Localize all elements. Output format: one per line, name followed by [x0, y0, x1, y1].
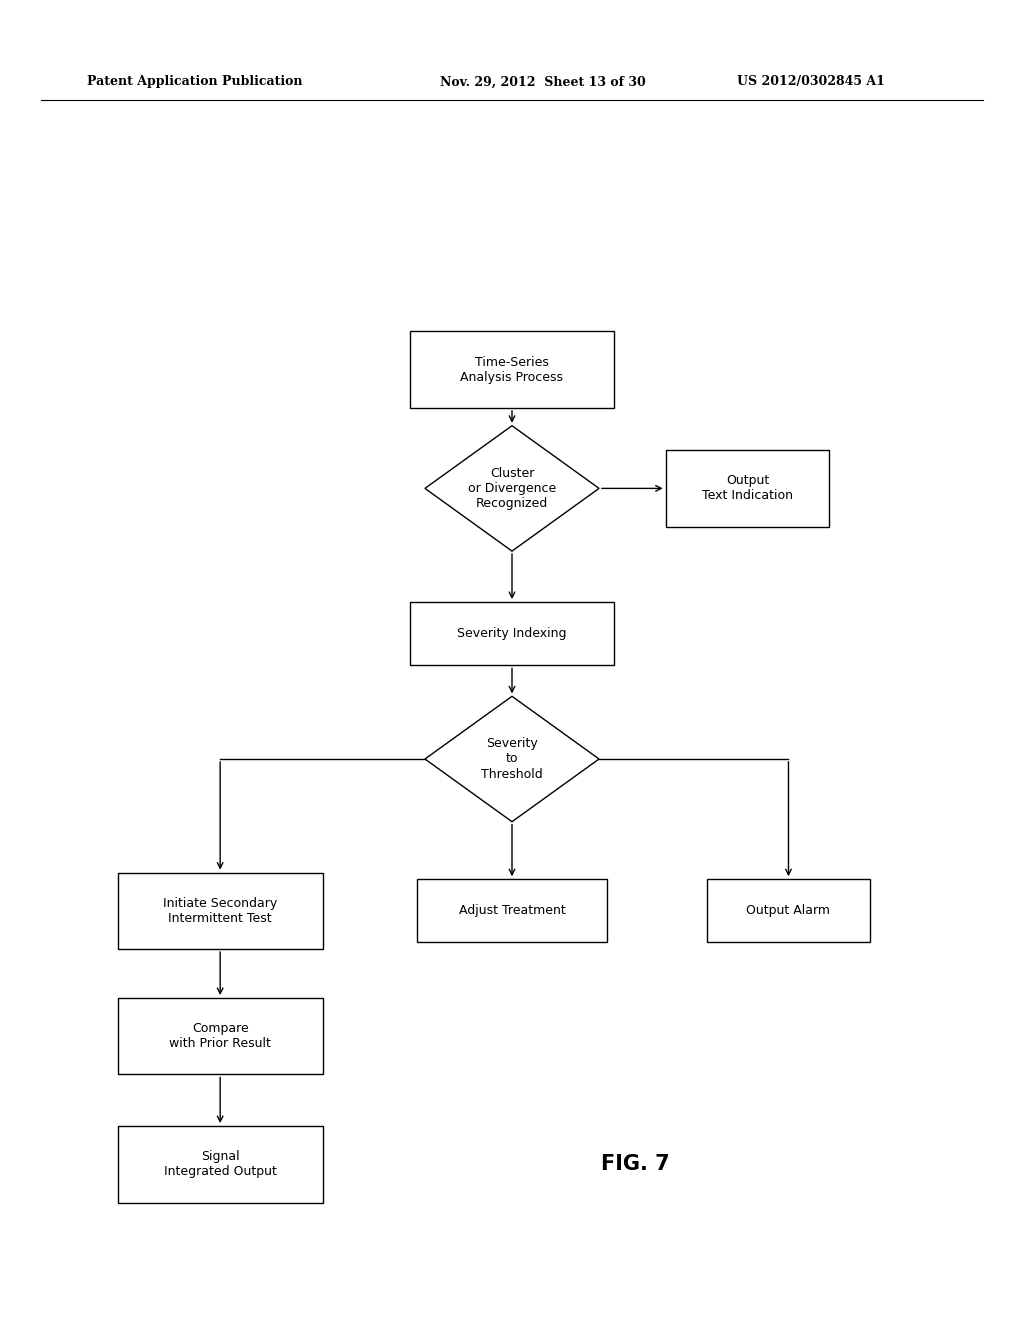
FancyBboxPatch shape	[707, 879, 870, 942]
Text: Time-Series
Analysis Process: Time-Series Analysis Process	[461, 355, 563, 384]
Text: Severity Indexing: Severity Indexing	[458, 627, 566, 640]
FancyBboxPatch shape	[410, 602, 614, 665]
Text: FIG. 7: FIG. 7	[600, 1154, 670, 1175]
Text: Severity
to
Threshold: Severity to Threshold	[481, 738, 543, 780]
Polygon shape	[425, 425, 599, 552]
FancyBboxPatch shape	[118, 873, 323, 949]
Text: Patent Application Publication: Patent Application Publication	[87, 75, 302, 88]
Text: Output
Text Indication: Output Text Indication	[702, 474, 793, 503]
Text: Cluster
or Divergence
Recognized: Cluster or Divergence Recognized	[468, 467, 556, 510]
Polygon shape	[425, 697, 599, 821]
Text: US 2012/0302845 A1: US 2012/0302845 A1	[737, 75, 885, 88]
Text: Nov. 29, 2012  Sheet 13 of 30: Nov. 29, 2012 Sheet 13 of 30	[440, 75, 646, 88]
FancyBboxPatch shape	[118, 1126, 323, 1203]
Text: Output Alarm: Output Alarm	[746, 904, 830, 917]
FancyBboxPatch shape	[410, 331, 614, 408]
FancyBboxPatch shape	[418, 879, 606, 942]
Text: Initiate Secondary
Intermittent Test: Initiate Secondary Intermittent Test	[163, 896, 278, 925]
FancyBboxPatch shape	[666, 450, 829, 527]
Text: Adjust Treatment: Adjust Treatment	[459, 904, 565, 917]
Text: Compare
with Prior Result: Compare with Prior Result	[169, 1022, 271, 1051]
Text: Signal
Integrated Output: Signal Integrated Output	[164, 1150, 276, 1179]
FancyBboxPatch shape	[118, 998, 323, 1074]
